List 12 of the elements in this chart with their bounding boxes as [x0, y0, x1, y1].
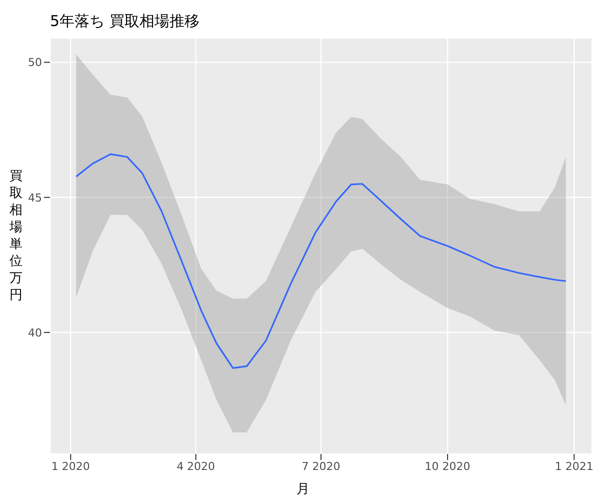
chart-title: 5年落ち 買取相場推移: [50, 12, 200, 31]
x-tick-label: 4 2020: [176, 460, 216, 473]
x-tick-label: 1 2021: [554, 460, 594, 473]
y-tick-label: 50: [28, 56, 42, 70]
line-series: [75, 153, 567, 369]
x-tick-label: 1 2020: [51, 460, 90, 473]
y-tick-label: 40: [28, 326, 42, 340]
y-tick-label: 45: [28, 191, 42, 204]
y-axis-title: 買取相場単位万円: [8, 168, 24, 304]
x-tick-label: 7 2020: [302, 460, 340, 473]
x-axis-title: 月: [296, 481, 310, 498]
x-tick-label: 10 2020: [424, 460, 470, 473]
